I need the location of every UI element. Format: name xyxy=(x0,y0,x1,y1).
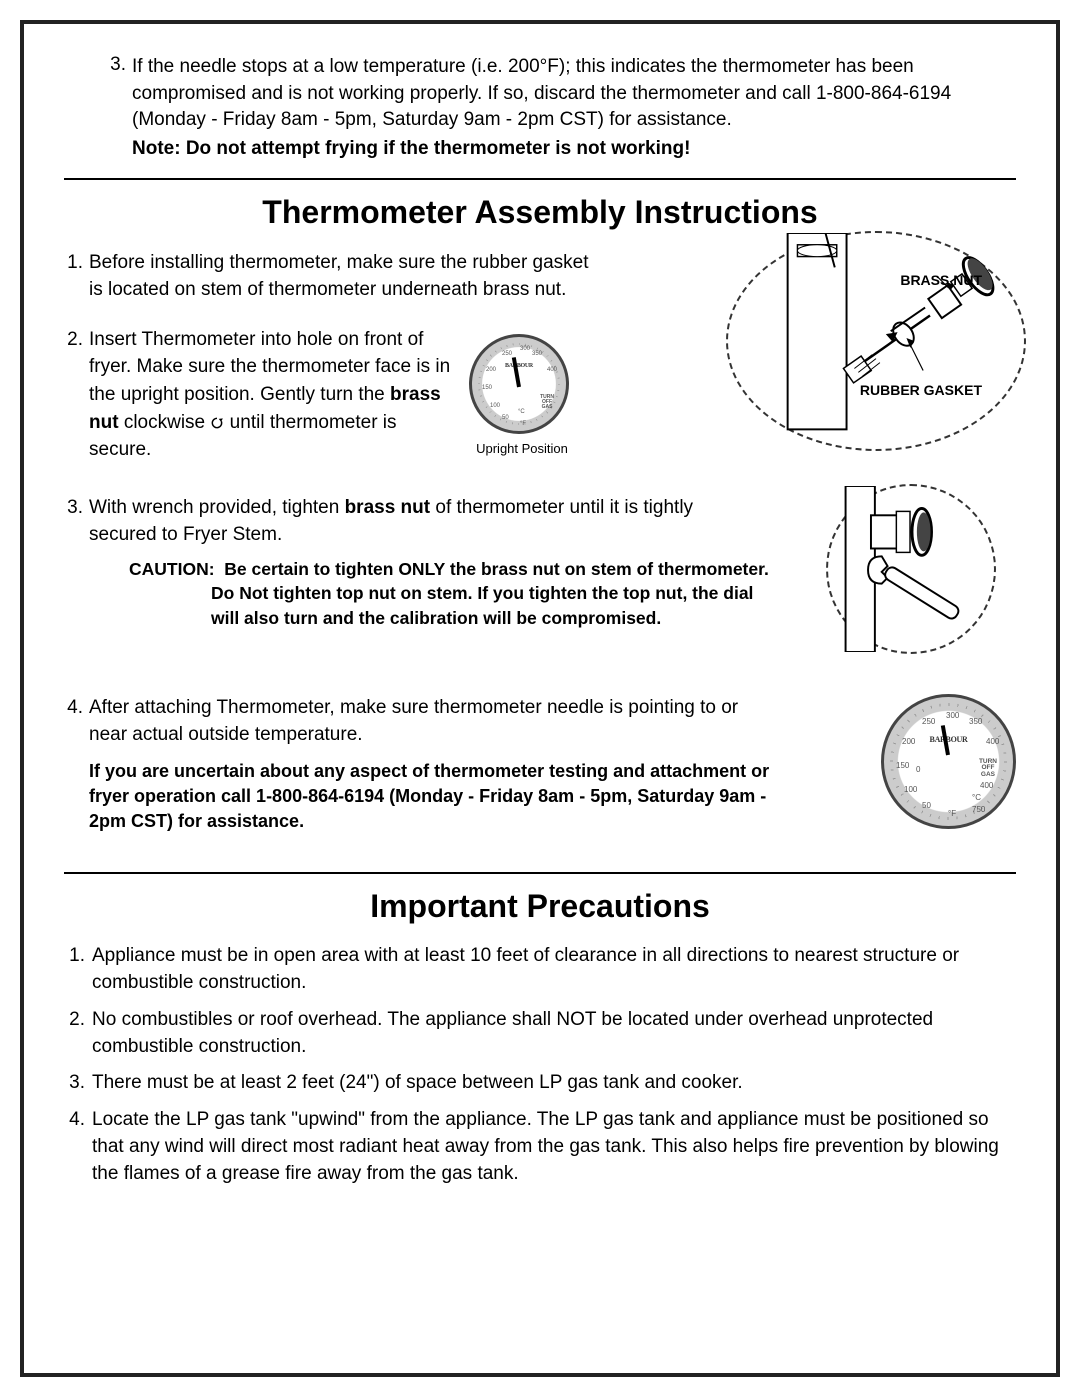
clockwise-arrow-icon xyxy=(210,416,224,430)
list-text: No combustibles or roof overhead. The ap… xyxy=(92,1007,1016,1061)
instruction-row-1: 1. Before installing thermometer, make s… xyxy=(64,249,1016,464)
list-number: 3. xyxy=(64,1070,92,1097)
list-text: Before installing thermometer, make sure… xyxy=(89,249,604,304)
instruction-row-4: 4. After attaching Thermometer, make sur… xyxy=(64,694,1016,844)
divider xyxy=(64,178,1016,180)
assistance-note: If you are uncertain about any aspect of… xyxy=(89,759,779,835)
continuation-item: 3. If the needle stops at a low temperat… xyxy=(104,54,1016,134)
list-text: If the needle stops at a low temperature… xyxy=(132,54,1016,134)
divider xyxy=(64,872,1016,874)
list-text: Insert Thermometer into hole on front of… xyxy=(89,326,464,464)
brass-nut-label: BRASS NUT xyxy=(900,273,982,288)
list-number: 2. xyxy=(64,326,89,464)
caution-block: CAUTION: Be certain to tighten ONLY the … xyxy=(129,557,769,631)
precaution-item: 3. There must be at least 2 feet (24") o… xyxy=(64,1070,1016,1097)
list-text: Appliance must be in open area with at l… xyxy=(92,943,1016,997)
precaution-item: 4. Locate the LP gas tank "upwind" from … xyxy=(64,1107,1016,1188)
precaution-item: 1. Appliance must be in open area with a… xyxy=(64,943,1016,997)
assembly-diagram-icon xyxy=(728,233,1024,449)
list-text: Locate the LP gas tank "upwind" from the… xyxy=(92,1107,1016,1188)
list-number: 4. xyxy=(64,694,89,749)
upright-position-label: Upright Position xyxy=(472,441,572,456)
diagram-wrench xyxy=(826,484,996,654)
list-number: 1. xyxy=(64,249,89,304)
list-text: There must be at least 2 feet (24") of s… xyxy=(92,1070,743,1097)
list-number: 3. xyxy=(64,494,89,549)
list-text: With wrench provided, tighten brass nut … xyxy=(89,494,724,549)
precautions-list: 1. Appliance must be in open area with a… xyxy=(64,943,1016,1189)
rubber-gasket-label: RUBBER GASKET xyxy=(860,383,982,398)
list-number: 1. xyxy=(64,943,92,997)
list-number: 2. xyxy=(64,1007,92,1061)
top-note: Note: Do not attempt frying if the therm… xyxy=(132,138,1016,160)
wrench-diagram-icon xyxy=(828,486,994,652)
list-text: After attaching Thermometer, make sure t… xyxy=(89,694,764,749)
list-number: 4. xyxy=(64,1107,92,1188)
section-title-assembly: Thermometer Assembly Instructions xyxy=(64,194,1016,231)
instruction-row-3: 3. With wrench provided, tighten brass n… xyxy=(64,494,1016,674)
page-border: 3. If the needle stops at a low temperat… xyxy=(20,20,1060,1377)
thermometer-gauge-icon: BARBOUR 150 200 250 300 350 400 100 50 °… xyxy=(881,694,1016,829)
diagram-brass-nut: BRASS NUT RUBBER GASKET xyxy=(726,231,1026,451)
list-number: 3. xyxy=(104,54,132,134)
section-title-precautions: Important Precautions xyxy=(64,888,1016,925)
precaution-item: 2. No combustibles or roof overhead. The… xyxy=(64,1007,1016,1061)
thermometer-gauge-icon: BARBOUR 150 200 250 350 300 400 100 50 °… xyxy=(469,334,569,434)
